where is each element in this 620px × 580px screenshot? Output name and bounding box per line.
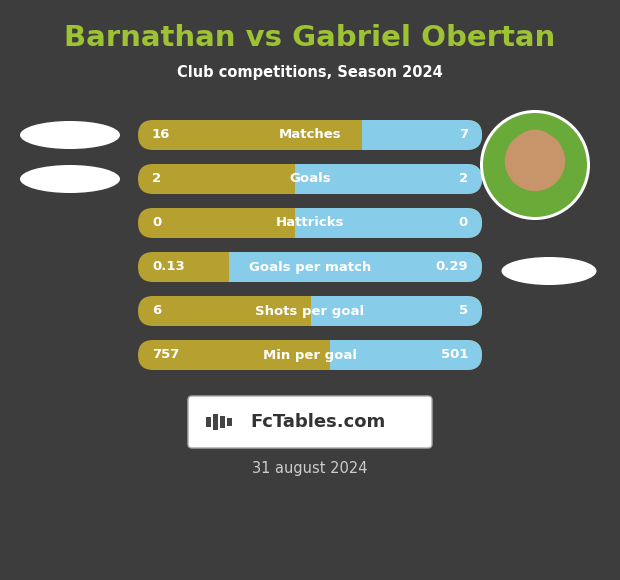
Bar bbox=[227, 418, 232, 426]
Text: Club competitions, Season 2024: Club competitions, Season 2024 bbox=[177, 64, 443, 79]
Ellipse shape bbox=[20, 165, 120, 193]
Bar bbox=[311, 296, 326, 326]
FancyBboxPatch shape bbox=[138, 252, 482, 282]
Text: 16: 16 bbox=[152, 129, 171, 142]
Circle shape bbox=[483, 113, 587, 217]
Bar bbox=[213, 414, 218, 430]
Bar bbox=[295, 164, 310, 194]
Text: Matches: Matches bbox=[278, 129, 342, 142]
Text: 757: 757 bbox=[152, 349, 179, 361]
Text: 7: 7 bbox=[459, 129, 468, 142]
FancyBboxPatch shape bbox=[138, 120, 482, 150]
Bar bbox=[295, 208, 310, 238]
FancyBboxPatch shape bbox=[229, 252, 482, 282]
Text: 0.29: 0.29 bbox=[435, 260, 468, 274]
Circle shape bbox=[512, 129, 559, 176]
Bar bbox=[229, 252, 244, 282]
Text: Barnathan vs Gabriel Obertan: Barnathan vs Gabriel Obertan bbox=[64, 24, 556, 52]
FancyBboxPatch shape bbox=[295, 164, 482, 194]
Bar bbox=[206, 417, 211, 427]
Text: 6: 6 bbox=[152, 304, 161, 317]
Bar bbox=[362, 120, 378, 150]
FancyBboxPatch shape bbox=[138, 208, 482, 238]
FancyBboxPatch shape bbox=[138, 164, 482, 194]
Ellipse shape bbox=[20, 121, 120, 149]
Circle shape bbox=[480, 110, 590, 220]
FancyBboxPatch shape bbox=[330, 340, 482, 370]
Text: 0.13: 0.13 bbox=[152, 260, 185, 274]
Text: 2: 2 bbox=[152, 172, 161, 186]
FancyBboxPatch shape bbox=[138, 340, 482, 370]
Text: 501: 501 bbox=[440, 349, 468, 361]
Ellipse shape bbox=[502, 257, 596, 285]
FancyBboxPatch shape bbox=[311, 296, 482, 326]
Text: Hattricks: Hattricks bbox=[276, 216, 344, 230]
Text: FcTables.com: FcTables.com bbox=[250, 413, 386, 431]
Text: 31 august 2024: 31 august 2024 bbox=[252, 461, 368, 476]
FancyBboxPatch shape bbox=[188, 396, 432, 448]
Text: 0: 0 bbox=[152, 216, 161, 230]
FancyBboxPatch shape bbox=[295, 208, 482, 238]
Bar bbox=[220, 416, 225, 428]
Text: Goals per match: Goals per match bbox=[249, 260, 371, 274]
Text: 0: 0 bbox=[459, 216, 468, 230]
Bar bbox=[330, 340, 345, 370]
Circle shape bbox=[505, 131, 565, 191]
FancyBboxPatch shape bbox=[138, 296, 482, 326]
Text: Shots per goal: Shots per goal bbox=[255, 304, 365, 317]
FancyBboxPatch shape bbox=[362, 120, 482, 150]
Text: Goals: Goals bbox=[289, 172, 331, 186]
Text: 5: 5 bbox=[459, 304, 468, 317]
Text: 2: 2 bbox=[459, 172, 468, 186]
Text: Min per goal: Min per goal bbox=[263, 349, 357, 361]
